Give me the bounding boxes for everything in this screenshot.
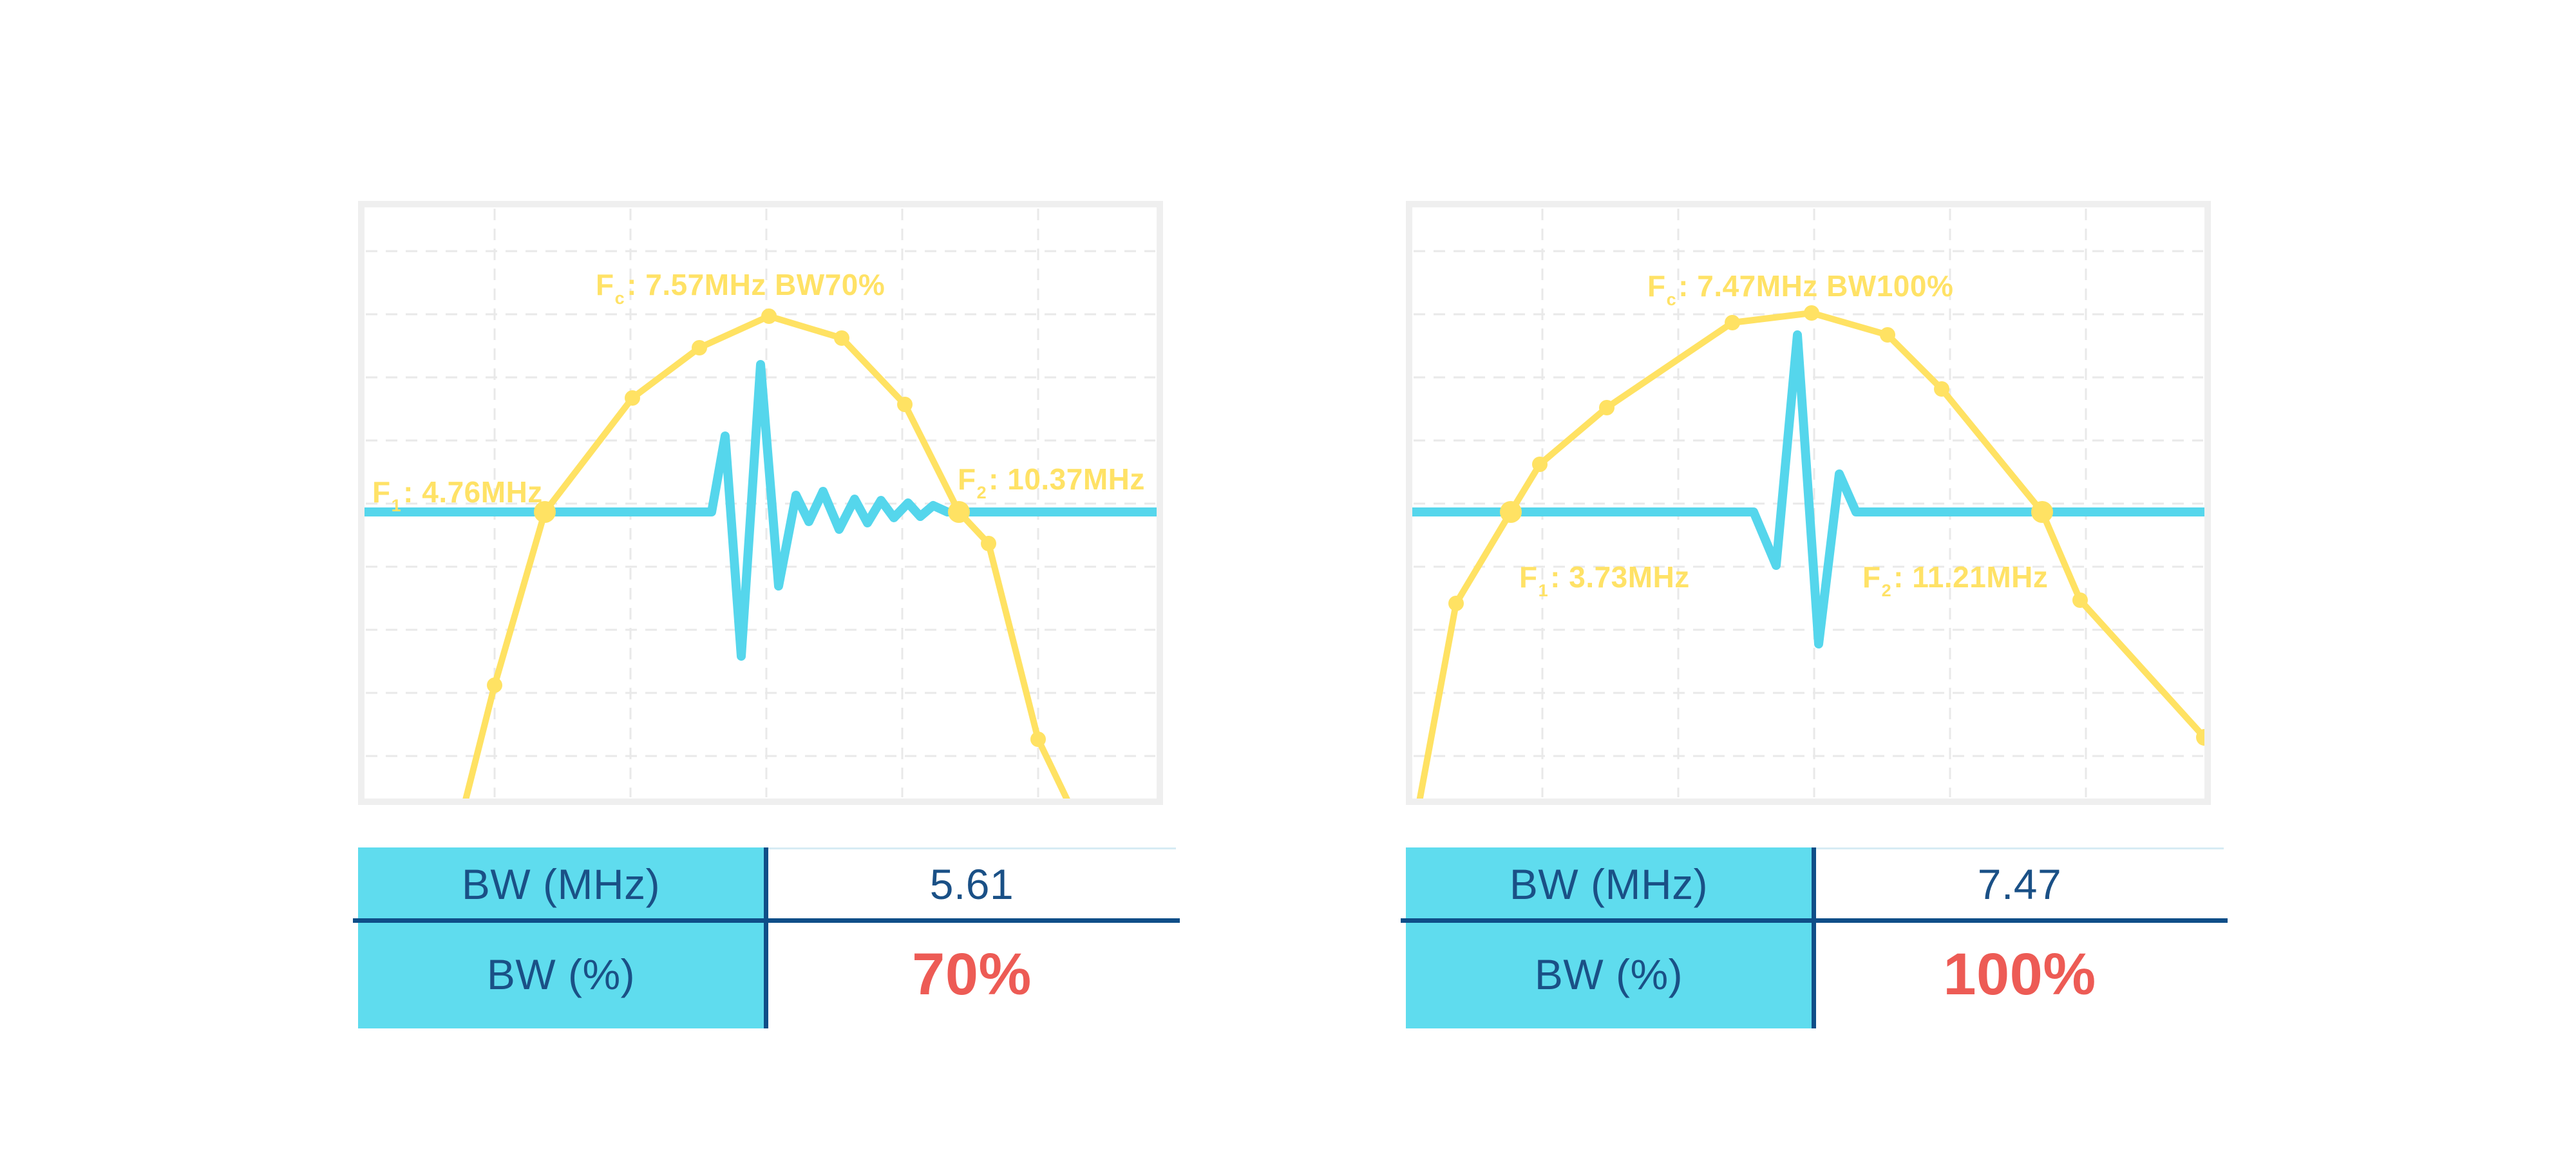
chart-bw70: Fc: 7.57MHz BW70% F1: 4.76MHz F2: 10.37M… bbox=[358, 201, 1163, 805]
spectrum-marker bbox=[1500, 501, 1522, 523]
pulse-waveform bbox=[1408, 330, 2209, 648]
f2-label-value: : 11.21MHz bbox=[1893, 560, 2049, 594]
f2-label-value: : 10.37MHz bbox=[989, 462, 1145, 496]
table-vertical-divider bbox=[1812, 847, 1816, 1028]
spectrum-marker bbox=[2031, 501, 2053, 523]
f1-label-subscript: 1 bbox=[391, 496, 402, 515]
spectrum-marker bbox=[1804, 305, 1819, 321]
f2-label-subscript: 2 bbox=[1881, 581, 1892, 600]
f1-label-value: : 3.73MHz bbox=[1550, 560, 1690, 594]
fc-label: Fc: 7.47MHz BW100% bbox=[1647, 269, 1954, 308]
fc-label: Fc: 7.57MHz BW70% bbox=[596, 268, 886, 307]
fc-label-subscript: c bbox=[1666, 290, 1677, 309]
f1-label: F1: 3.73MHz bbox=[1519, 560, 1690, 600]
f2-label-base: F bbox=[1862, 560, 1881, 594]
spectrum-marker bbox=[2072, 592, 2088, 608]
spectrum-marker bbox=[692, 340, 707, 355]
pulse-waveform bbox=[360, 360, 1161, 661]
value-cell-top-border bbox=[768, 847, 1176, 849]
f2-label-base: F bbox=[958, 462, 976, 496]
table-header-bw-pct: BW (%) bbox=[1406, 920, 1812, 1028]
spectrum-marker bbox=[534, 501, 556, 523]
fc-label-base: F bbox=[1647, 269, 1666, 303]
table-horizontal-divider bbox=[353, 918, 1180, 923]
spectrum-marker bbox=[1880, 327, 1895, 343]
table-horizontal-divider bbox=[1401, 918, 2228, 923]
table-header-bw-mhz: BW (MHz) bbox=[358, 847, 764, 920]
table-value-bw-pct: 100% bbox=[1815, 920, 2224, 1028]
spectrum-marker bbox=[897, 397, 913, 412]
fc-label-value: : 7.47MHz BW100% bbox=[1678, 269, 1954, 303]
f2-label: F2: 10.37MHz bbox=[958, 462, 1145, 502]
spectrum-marker bbox=[948, 501, 970, 523]
f1-label-subscript: 1 bbox=[1538, 581, 1549, 600]
spectrum-plot-bw100 bbox=[1406, 201, 2211, 805]
chart-bw100: Fc: 7.47MHz BW100% F1: 3.73MHz F2: 11.21… bbox=[1406, 201, 2211, 805]
f1-label-base: F bbox=[372, 475, 391, 509]
table-value-bw-mhz: 5.61 bbox=[768, 847, 1176, 920]
spectrum-marker bbox=[1599, 400, 1615, 415]
f1-label-value: : 4.76MHz bbox=[403, 475, 543, 509]
bandwidth-table-bw100: BW (MHz) 7.47 BW (%) 100% bbox=[1401, 847, 2228, 1028]
chart-frame bbox=[1406, 201, 2211, 805]
f2-label-subscript: 2 bbox=[976, 483, 987, 502]
fc-label-value: : 7.57MHz BW70% bbox=[627, 268, 886, 301]
spectrum-marker bbox=[1725, 315, 1740, 330]
spectrum-line bbox=[1416, 310, 2207, 805]
fc-label-base: F bbox=[596, 268, 614, 301]
spectrum-marker bbox=[487, 677, 502, 693]
table-header-bw-pct: BW (%) bbox=[358, 920, 764, 1028]
spectrum-marker bbox=[981, 536, 996, 551]
spectrum-plot-bw70 bbox=[358, 201, 1163, 805]
fc-label-subscript: c bbox=[614, 288, 625, 308]
spectrum-line bbox=[461, 313, 1073, 805]
f1-label: F1: 4.76MHz bbox=[372, 475, 543, 515]
spectrum-marker bbox=[1448, 596, 1464, 611]
spectrum-marker bbox=[761, 308, 777, 324]
spectrum-marker bbox=[1934, 381, 1949, 397]
value-cell-top-border bbox=[1815, 847, 2224, 849]
table-vertical-divider bbox=[764, 847, 768, 1028]
panel-bw70: Fc: 7.57MHz BW70% F1: 4.76MHz F2: 10.37M… bbox=[353, 201, 1182, 1038]
chart-frame bbox=[358, 201, 1163, 805]
spectrum-marker bbox=[1532, 457, 1548, 472]
spectrum-marker bbox=[834, 330, 849, 346]
spectrum-marker bbox=[625, 390, 640, 406]
table-value-bw-mhz: 7.47 bbox=[1815, 847, 2224, 920]
table-header-bw-mhz: BW (MHz) bbox=[1406, 847, 1812, 920]
panel-bw100: Fc: 7.47MHz BW100% F1: 3.73MHz F2: 11.21… bbox=[1401, 201, 2230, 1038]
f1-label-base: F bbox=[1519, 560, 1538, 594]
bandwidth-table-bw70: BW (MHz) 5.61 BW (%) 70% bbox=[353, 847, 1180, 1028]
f2-label: F2: 11.21MHz bbox=[1862, 560, 2049, 600]
table-value-bw-pct: 70% bbox=[768, 920, 1176, 1028]
spectrum-marker bbox=[1030, 732, 1046, 747]
